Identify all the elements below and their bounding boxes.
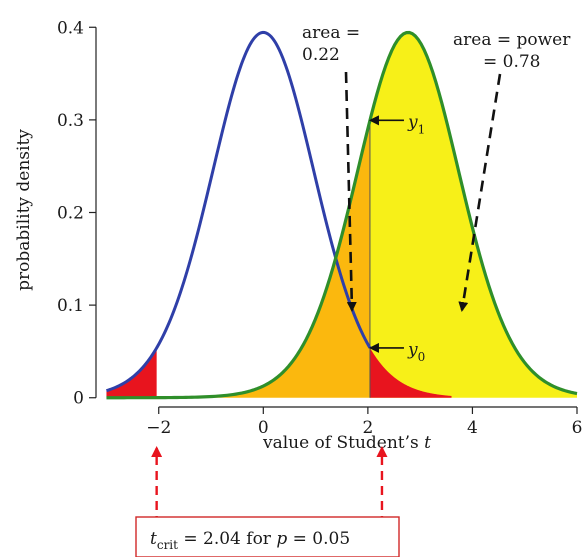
alpha-region-left	[106, 347, 157, 398]
alternative-distribution-curve	[106, 30, 578, 400]
y-tick-label: 0.1	[57, 296, 84, 316]
power-region	[369, 32, 577, 398]
x-tick-label: 2	[362, 418, 373, 438]
x-ticks: −2 0 2 4 6	[146, 407, 582, 438]
critical-value-label: tcrit = 2.04 for p = 0.05	[150, 529, 350, 552]
power-area-label-line1: area = power	[453, 30, 571, 50]
x-tick-label: 0	[258, 418, 269, 438]
y-axis-label: probability density	[14, 129, 34, 291]
beta-area-label-line2: 0.22	[302, 45, 340, 65]
beta-area-label-line1: area =	[302, 23, 360, 43]
y-tick-label: 0	[73, 389, 84, 409]
beta-pointer-arrow	[344, 71, 357, 312]
critical-value-box	[135, 516, 400, 557]
power-pointer-arrow	[458, 73, 502, 312]
x-tick-label: 4	[467, 418, 478, 438]
x-tick-label: −2	[146, 418, 171, 438]
y0-label: y0	[407, 340, 425, 364]
power-area-label-line2: = 0.78	[483, 52, 541, 72]
y-tick-label: 0.2	[57, 204, 84, 224]
y-tick-label: 0.4	[57, 18, 84, 38]
y-ticks: 0 0.1 0.2 0.3 0.4	[57, 18, 96, 409]
y-tick-label: 0.3	[57, 111, 84, 131]
alpha-region-right	[369, 347, 452, 398]
y1-label: y1	[407, 112, 425, 136]
null-distribution-curve	[106, 30, 372, 393]
x-tick-label: 6	[572, 418, 583, 438]
x-axis-label: value of Student’s t	[262, 433, 431, 453]
beta-region	[106, 120, 370, 398]
